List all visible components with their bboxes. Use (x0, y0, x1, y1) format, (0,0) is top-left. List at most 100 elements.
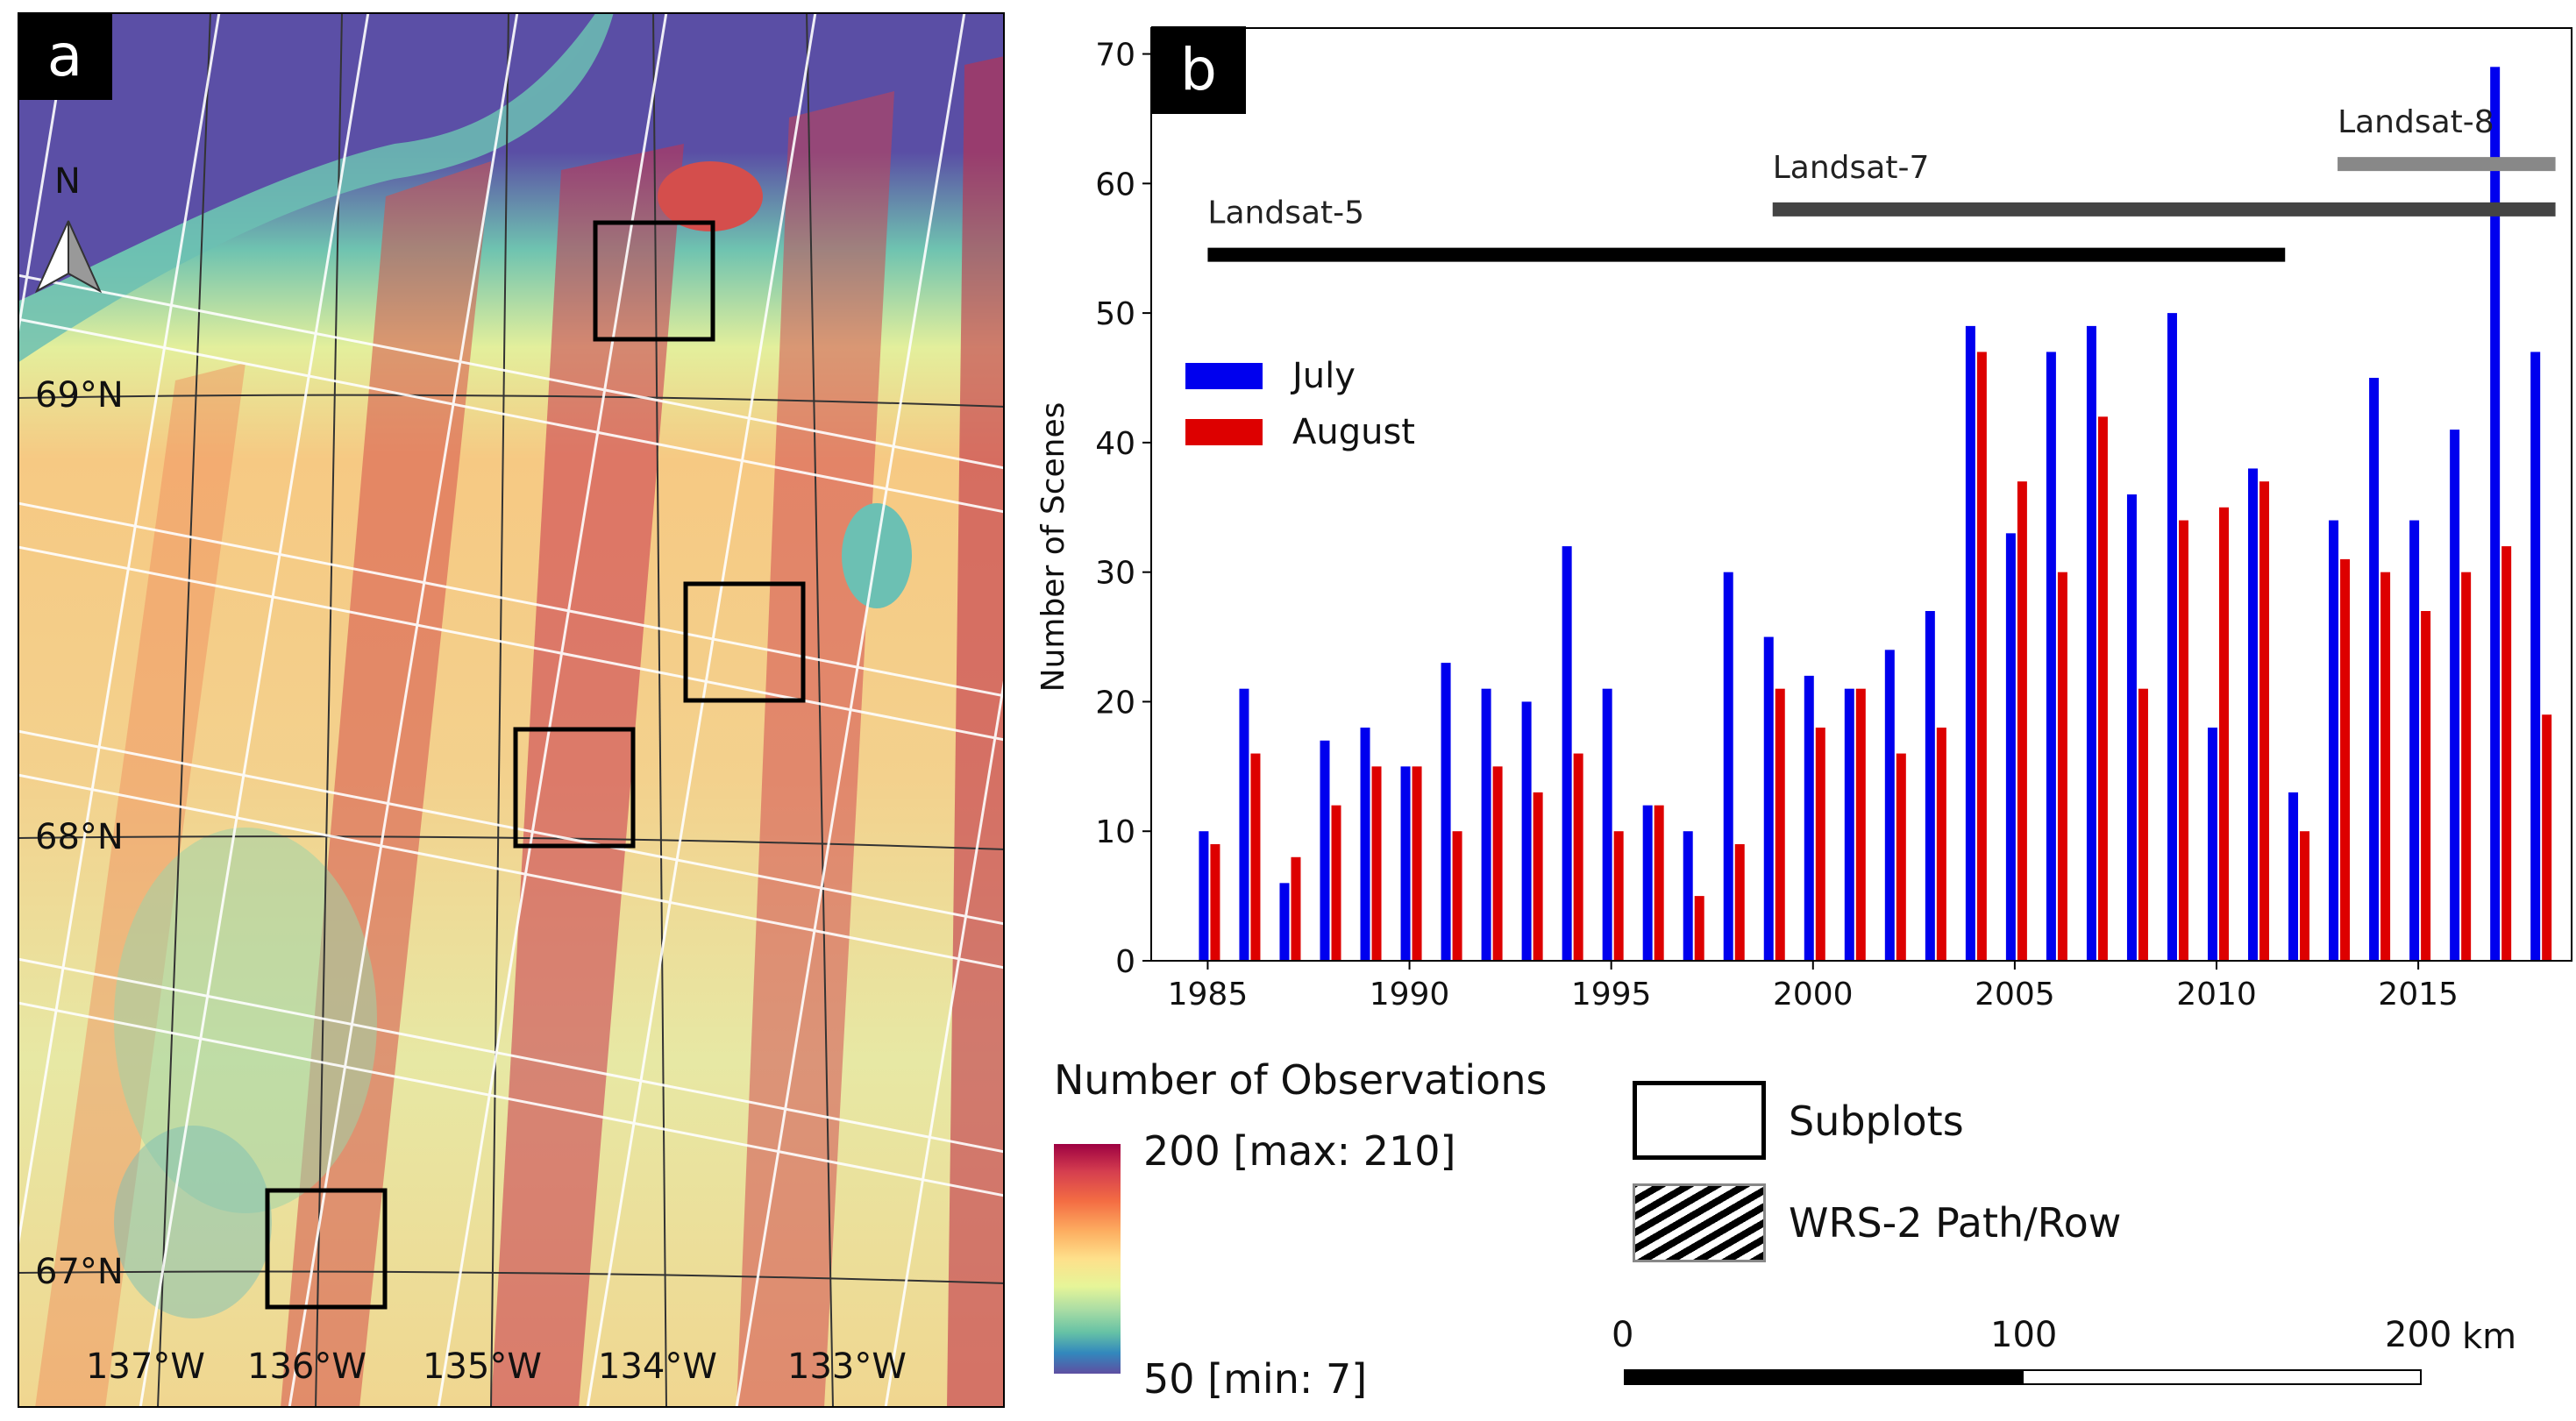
july-bar (1763, 636, 1774, 961)
august-bar (2178, 520, 2188, 961)
lon-label-134: 134°W (598, 1346, 717, 1387)
august-bar (1452, 831, 1462, 961)
x-tick-label: 2010 (2176, 977, 2257, 1012)
y-tick-label: 20 (1095, 685, 1135, 721)
july-bar (2450, 430, 2460, 962)
subplots-swatch (1633, 1081, 1766, 1160)
july-bar (2490, 67, 2501, 962)
august-bar (1573, 753, 1583, 961)
y-tick-label: 70 (1095, 38, 1135, 74)
july-bar (1562, 546, 1572, 961)
july-bar (2086, 325, 2096, 961)
subplots-legend-label: Subplots (1789, 1098, 1964, 1145)
august-bar (1654, 805, 1664, 961)
north-label: N (54, 161, 81, 202)
august-bar (1210, 844, 1220, 961)
august-bar (1896, 753, 1906, 961)
july-bar (1642, 805, 1653, 961)
august-bar (1815, 728, 1825, 961)
july-bar (1320, 740, 1330, 961)
x-tick-label: 2015 (2378, 977, 2459, 1012)
august-bar (1412, 766, 1422, 961)
lon-label-135: 135°W (423, 1346, 542, 1387)
august-bar (2380, 572, 2391, 961)
august-bar (1976, 352, 1987, 961)
scale-tick-200: 200 (2385, 1315, 2452, 1355)
july-bar (1804, 675, 1814, 961)
x-tick-label: 2000 (1773, 977, 1854, 1012)
x-tick-label: 1990 (1370, 977, 1450, 1012)
july-bar (2248, 468, 2259, 961)
y-tick-label: 40 (1095, 426, 1135, 462)
y-tick-label: 30 (1095, 556, 1135, 592)
july-bar (1723, 572, 1733, 961)
august-bar (1775, 688, 1785, 961)
subplot-box (265, 1188, 388, 1310)
july-bar (2167, 313, 2177, 962)
lat-label-69: 69°N (35, 375, 124, 416)
august-bar (2501, 546, 2512, 961)
august-bar (1533, 792, 1543, 961)
july-bar (2329, 520, 2339, 961)
july-bar (1199, 831, 1209, 961)
lon-label-137: 137°W (86, 1346, 205, 1387)
subplot-box (513, 727, 636, 849)
colorbar-min-label: 50 [min: 7] (1143, 1355, 1368, 1403)
august-bar (1291, 856, 1301, 961)
july-bar (1239, 688, 1249, 961)
august-bar (1250, 753, 1261, 961)
lon-label-136: 136°W (247, 1346, 366, 1387)
scale-bar-light (2022, 1369, 2422, 1385)
august-bar (2138, 688, 2148, 961)
subplot-box (593, 220, 715, 342)
august-bar (2461, 572, 2472, 961)
colorbar (1054, 1144, 1121, 1374)
plot-frame (1150, 27, 2572, 962)
y-tick-label: 0 (1115, 944, 1135, 980)
y-tick-label: 10 (1095, 814, 1135, 850)
august-bar (2097, 416, 2108, 961)
july-bar (1884, 650, 1895, 961)
july-bar (1602, 688, 1612, 961)
scale-tick-100: 100 (1990, 1315, 2058, 1355)
wrs2-path-lines (18, 12, 1005, 1408)
scale-tick-0: 0 (1612, 1315, 1634, 1355)
mission-label: Landsat-5 (1207, 195, 1364, 231)
scale-bar-dark (1624, 1369, 2024, 1385)
july-bar (1441, 663, 1451, 961)
scenes-per-year-chart: Landsat-5 Landsat-7 Landsat-8 0 10 20 30 40 50 6… (1026, 9, 2576, 1026)
july-bar (1400, 766, 1411, 961)
july-bar (1965, 325, 1975, 961)
y-axis-label: Number of Scenes (1035, 402, 1071, 693)
y-tick-label: 50 (1095, 296, 1135, 332)
august-bar (1734, 844, 1745, 961)
august-bar (1694, 896, 1704, 961)
july-bar (1683, 831, 1693, 961)
colorbar-max-label: 200 [max: 210] (1143, 1127, 1456, 1175)
north-arrow-icon (34, 220, 103, 294)
wrs2-legend-label: WRS-2 Path/Row (1789, 1199, 2122, 1247)
scale-unit: km (2462, 1317, 2517, 1357)
lat-label-67: 67°N (35, 1252, 124, 1292)
august-bar (2421, 611, 2431, 961)
y-tick-label: 60 (1095, 167, 1135, 202)
legend-swatch-august (1185, 419, 1263, 445)
panel-b-tag: b (1151, 26, 1246, 114)
colorbar-title: Number of Observations (1054, 1056, 1548, 1104)
mission-label: Landsat-8 (2338, 104, 2494, 140)
august-bar (1492, 766, 1503, 961)
august-bar (1855, 688, 1866, 961)
legend-label-july: July (1290, 356, 1356, 396)
august-bar (2300, 831, 2310, 961)
july-bar (2126, 494, 2137, 961)
july-bar (2208, 728, 2217, 961)
panel-a-tag: a (18, 12, 112, 100)
august-bar (1331, 805, 1341, 961)
graticule (18, 12, 1005, 1408)
x-tick-label: 1995 (1571, 977, 1652, 1012)
observation-count-map: a N 69°N 68°N 67°N 137°W 136°W 135°W 134… (18, 12, 1005, 1408)
august-bar (2340, 558, 2351, 961)
august-bar (1613, 831, 1624, 961)
legend-swatch-july (1185, 363, 1263, 389)
july-bar (2409, 520, 2420, 961)
